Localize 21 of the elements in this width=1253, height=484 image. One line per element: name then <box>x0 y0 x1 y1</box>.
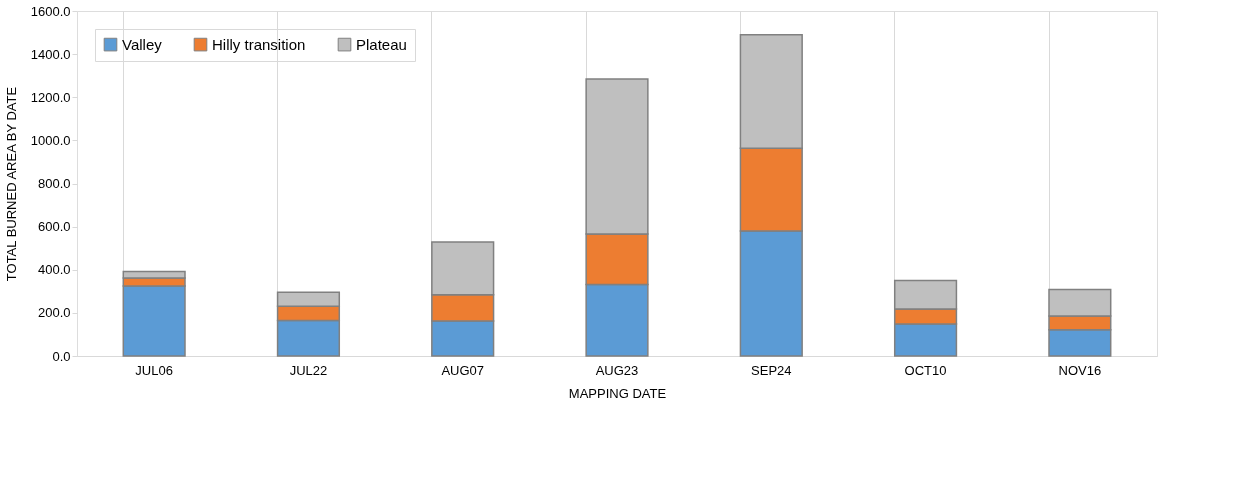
y-tick-label: 800.0 <box>37 176 71 191</box>
x-axis-title: MAPPING DATE <box>568 385 667 401</box>
y-tick-label: 0.0 <box>52 348 71 364</box>
y-axis-title: TOTAL BURNED AREA BY DATE <box>3 86 19 282</box>
x-tick-label: NOV16 <box>1058 362 1102 378</box>
y-tick-label: 400.0 <box>37 262 71 278</box>
x-tick-label: JUL06 <box>135 362 173 378</box>
legend-label: Valley <box>122 35 163 53</box>
y-tick-label: 1200.0 <box>30 89 71 105</box>
legend-label: Hilly transition <box>212 35 306 53</box>
y-tick-label: 600.0 <box>37 219 71 235</box>
y-tick-label: 1600.0 <box>30 3 71 19</box>
x-tick-label: SEP24 <box>751 362 792 378</box>
x-tick-label: AUG23 <box>595 362 639 378</box>
x-tick-label: AUG07 <box>441 362 485 378</box>
y-tick-label: 1000.0 <box>30 132 71 148</box>
legend-label: Plateau <box>356 35 407 53</box>
y-tick-label: 200.0 <box>37 305 71 321</box>
x-tick-label: JUL22 <box>289 362 328 378</box>
y-tick-label: 1400.0 <box>30 46 71 62</box>
x-tick-label: OCT10 <box>904 362 947 378</box>
